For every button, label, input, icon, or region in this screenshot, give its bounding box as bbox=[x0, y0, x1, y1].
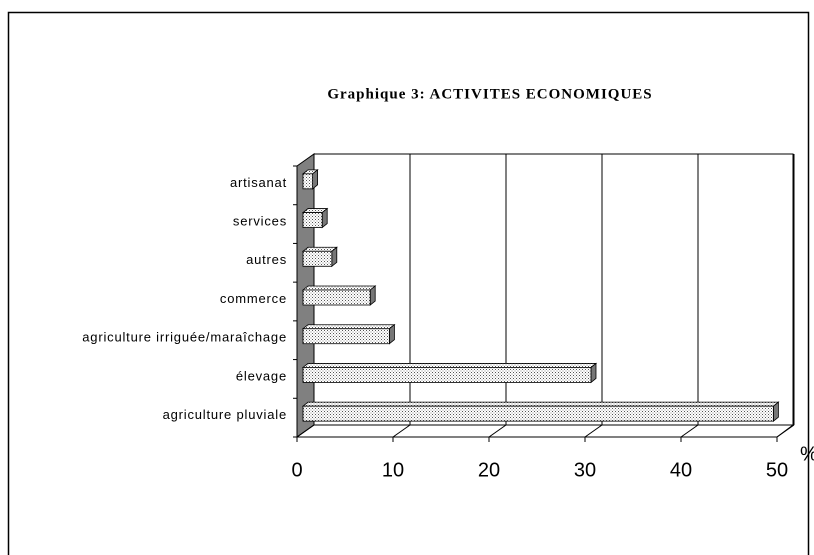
floor bbox=[295, 424, 795, 438]
x-axis-label: % bbox=[800, 443, 814, 465]
bar bbox=[302, 405, 774, 422]
x-tick-label: 30 bbox=[574, 459, 596, 481]
x-tick-label: 0 bbox=[291, 459, 302, 481]
bar-top bbox=[301, 285, 377, 291]
back-wall bbox=[313, 153, 794, 426]
floor-grid-line bbox=[296, 424, 315, 438]
bar bbox=[302, 328, 390, 345]
y-tick-label: agriculture pluviale bbox=[163, 407, 287, 422]
bar bbox=[302, 173, 314, 190]
x-tick-label: 20 bbox=[478, 459, 500, 481]
chart-title: Graphique 3: ACTIVITES ECONOMIQUES bbox=[327, 86, 652, 102]
bar bbox=[302, 367, 592, 383]
bar-top bbox=[301, 324, 396, 330]
floor-grid-line bbox=[392, 424, 411, 438]
bar-top bbox=[301, 246, 338, 252]
y-tick-label: services bbox=[233, 214, 287, 229]
y-tick-label: agriculture irriguée/maraîchage bbox=[82, 330, 287, 345]
floor-grid-line bbox=[680, 424, 699, 438]
floor-grid-line bbox=[584, 424, 603, 438]
y-tick-label: commerce bbox=[220, 291, 287, 306]
x-tick-label: 40 bbox=[670, 459, 692, 481]
x-tick-label: 10 bbox=[382, 459, 404, 481]
bar bbox=[302, 212, 323, 228]
bar bbox=[302, 250, 333, 267]
y-tick-label: artisanat bbox=[230, 175, 287, 190]
floor-grid-line bbox=[488, 424, 507, 438]
bar bbox=[302, 289, 371, 306]
bar-top bbox=[301, 401, 780, 407]
x-tick-label: 50 bbox=[766, 459, 788, 481]
floor-grid-line bbox=[776, 424, 795, 438]
y-tick-label: autres bbox=[246, 252, 287, 267]
bar-top bbox=[301, 363, 598, 368]
y-tick-label: élevage bbox=[236, 368, 287, 383]
